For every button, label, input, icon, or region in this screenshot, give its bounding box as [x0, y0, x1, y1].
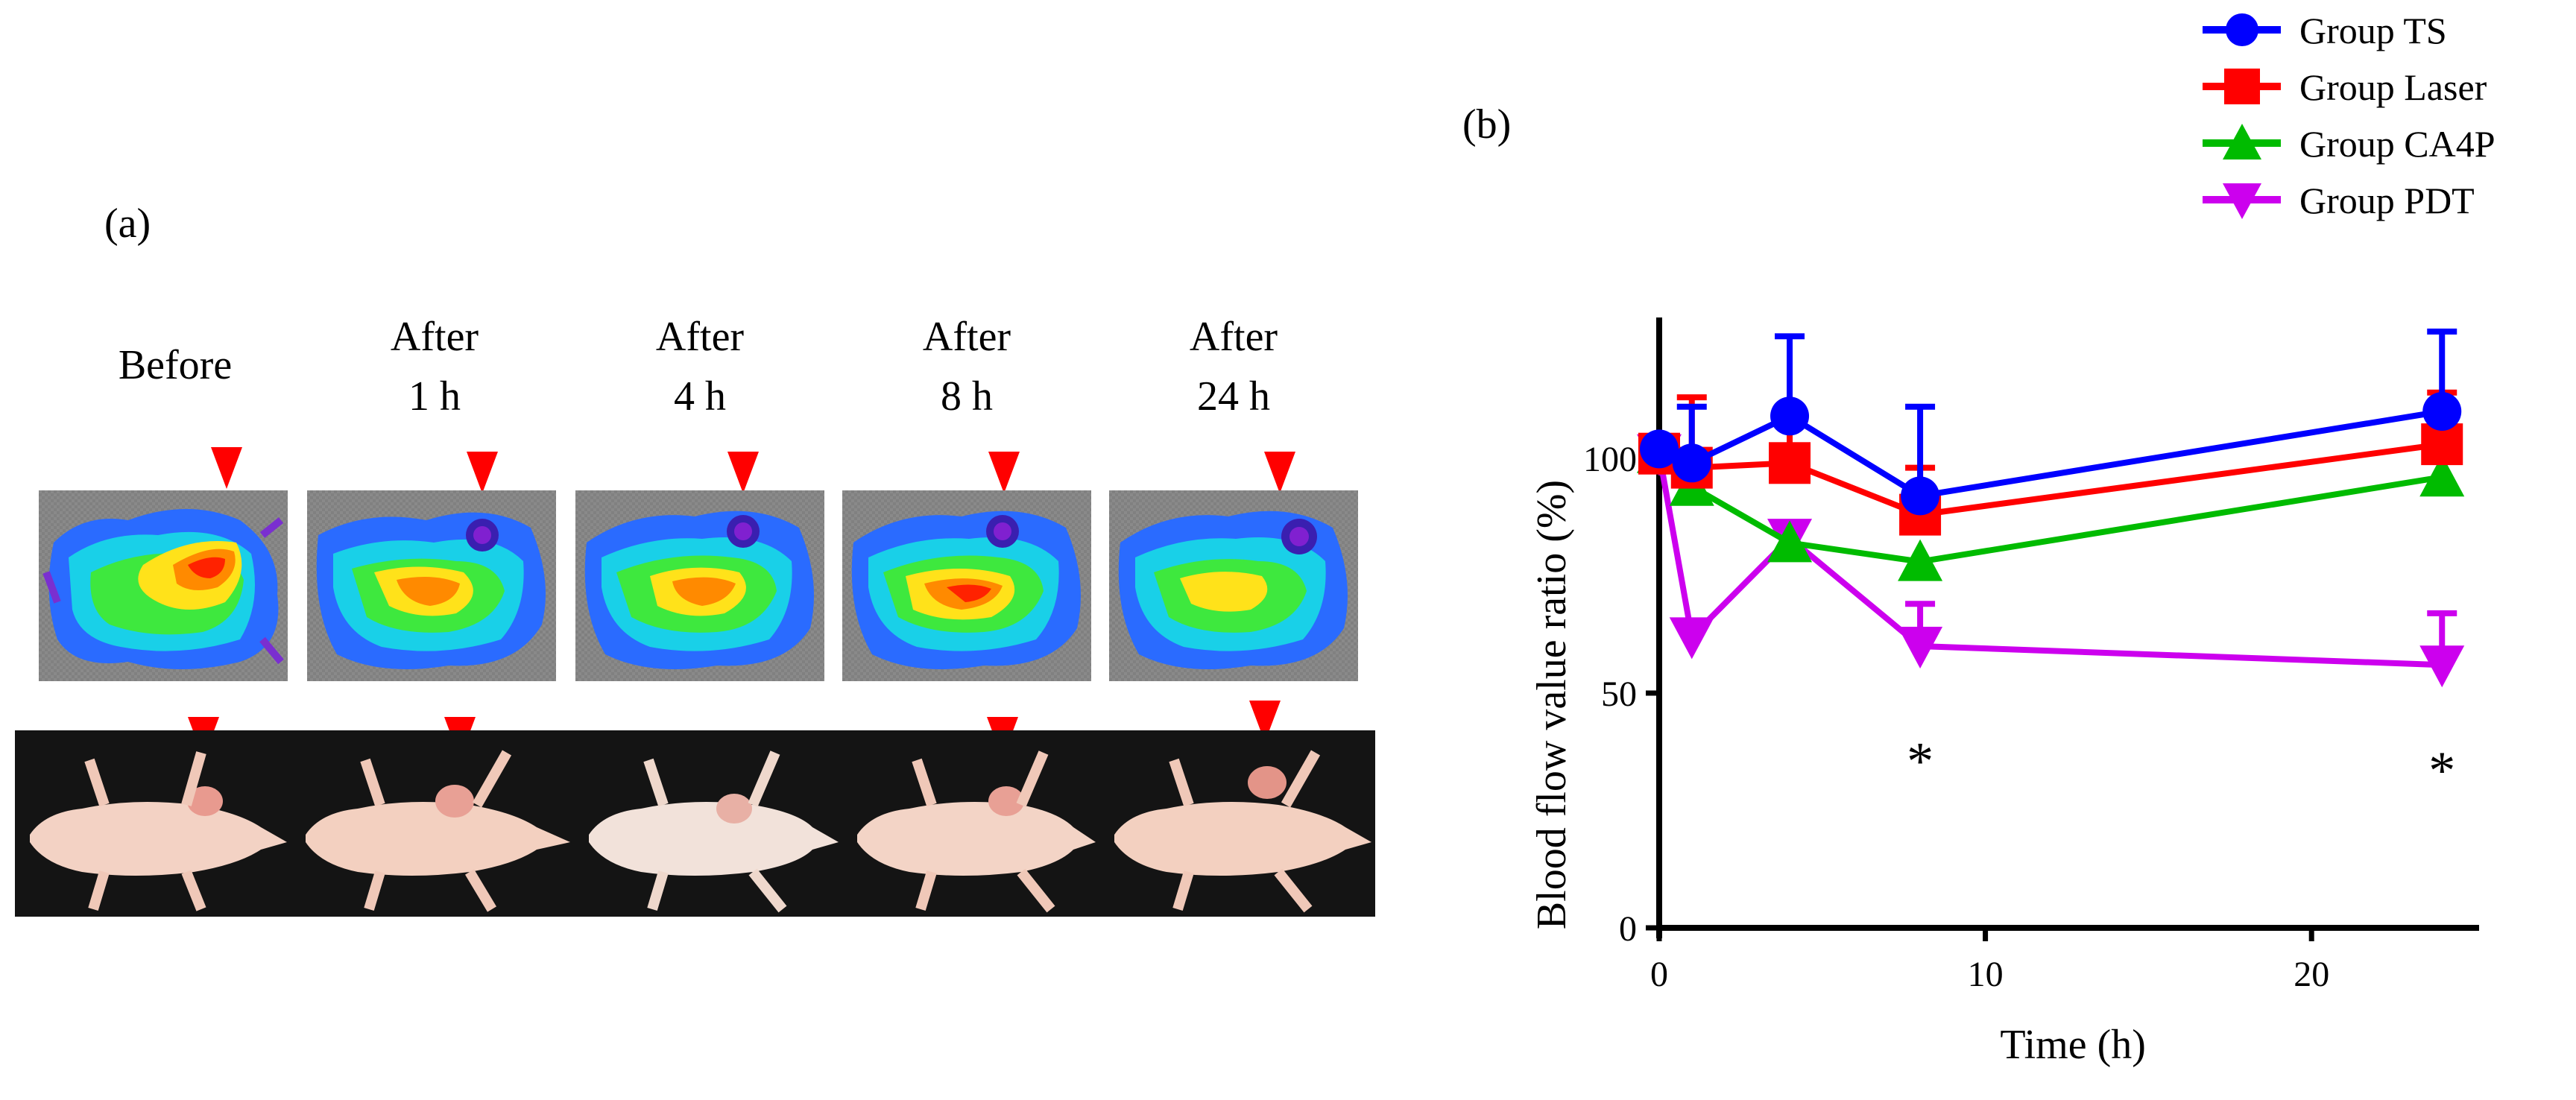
y-tick-label: 50 — [1601, 674, 1637, 714]
x-tick-label: 10 — [1968, 955, 2004, 994]
timepoint-line2: 1 h — [408, 373, 461, 420]
y-tick-label: 0 — [1619, 909, 1637, 949]
timepoint-line1: Before — [118, 342, 233, 388]
legend-swatch-marker — [2224, 69, 2260, 104]
tumor-arrow-icon — [988, 452, 1020, 493]
chart-text: 0 50 100 0 10 20 Time (h) Blood flow value rati… — [1462, 101, 2455, 1068]
legend-label: Group CA4P — [2299, 123, 2496, 165]
blood-flow-image-before — [39, 490, 288, 681]
timepoint-label-8h: After 8 h — [844, 307, 1090, 426]
series-group-laser — [1638, 389, 2463, 536]
data-point — [1898, 539, 1943, 581]
timepoint-label-4h: After 4 h — [577, 307, 823, 426]
x-axis-title: Time (h) — [2000, 1022, 2146, 1068]
mouse-photo-8h — [842, 730, 1099, 917]
tumor-arrow-icon — [1264, 452, 1295, 493]
timepoint-label-before: Before — [52, 335, 298, 395]
mouse-graphic — [589, 750, 839, 913]
heatmap-graphic — [316, 512, 546, 669]
mouse-photo-4h — [574, 730, 842, 917]
tumor-arrow-icon — [467, 452, 498, 493]
legend-label: Group Laser — [2299, 66, 2487, 108]
data-point — [2422, 392, 2462, 431]
timepoint-line1: After — [922, 314, 1011, 360]
tumor-arrow-icon — [211, 447, 242, 489]
timepoint-line1: After — [655, 314, 745, 360]
blood-flow-image-4h — [575, 490, 824, 681]
timepoint-line2: 24 h — [1197, 373, 1270, 420]
tumor-arrow-icon — [727, 452, 759, 493]
mouse-graphic — [30, 751, 287, 911]
data-point — [1640, 429, 1679, 469]
data-point — [1769, 442, 1811, 484]
blood-flow-image-24h — [1109, 490, 1358, 681]
legend-swatch-marker — [2223, 183, 2261, 219]
heatmap-graphic — [1118, 511, 1348, 669]
panel-b-label: (b) — [1462, 101, 1511, 148]
x-tick-label: 0 — [1650, 955, 1668, 994]
timepoint-label-24h: After 24 h — [1111, 307, 1357, 426]
data-point — [1898, 627, 1943, 668]
legend-swatch-marker — [2226, 13, 2258, 46]
heatmap-graphic — [851, 511, 1081, 669]
chart-legend: Group TS Group Laser Group CA4P Group PDT — [2203, 10, 2496, 221]
mouse-photo-before — [15, 730, 291, 917]
timepoint-line1: After — [1189, 314, 1278, 360]
panel-a-label: (a) — [104, 200, 151, 247]
legend-label: Group PDT — [2299, 180, 2475, 221]
timepoint-label-1h: After 1 h — [312, 307, 558, 426]
y-axis-title: Blood flow value ratio (%) — [1529, 480, 1575, 929]
mouse-photo-1h — [291, 730, 574, 917]
series-group-pdt — [1637, 434, 2465, 688]
mouse-graphic — [857, 750, 1096, 913]
timepoint-line2: 8 h — [941, 373, 993, 420]
heatmap-graphic — [584, 511, 814, 669]
blood-flow-image-8h — [842, 490, 1091, 681]
timepoint-line1: After — [390, 314, 479, 360]
x-tick-label: 20 — [2294, 955, 2329, 994]
chart-axes — [1646, 317, 2479, 941]
significance-annotation: * — [2428, 741, 2455, 800]
chart-series — [1637, 328, 2465, 688]
data-point — [2419, 645, 2465, 688]
data-point — [1672, 443, 1711, 483]
data-point — [1767, 520, 1813, 563]
timepoint-line2: 4 h — [674, 373, 726, 420]
blood-flow-image-1h — [307, 490, 556, 681]
data-point — [1669, 617, 1714, 660]
mouse-graphic — [1114, 750, 1371, 913]
legend-label: Group TS — [2299, 10, 2447, 51]
heatmap-graphic — [42, 509, 284, 669]
legend-swatch-marker — [2223, 124, 2261, 159]
mouse-photo-24h — [1099, 730, 1375, 917]
data-point — [1770, 396, 1810, 436]
data-point — [1901, 476, 1940, 516]
data-point — [2419, 455, 2465, 497]
mouse-graphic — [306, 750, 570, 912]
series-group-ts — [1640, 328, 2462, 516]
significance-annotation: * — [1907, 732, 1933, 791]
series-group-ca4p — [1637, 431, 2465, 581]
y-tick-label: 100 — [1583, 440, 1637, 479]
